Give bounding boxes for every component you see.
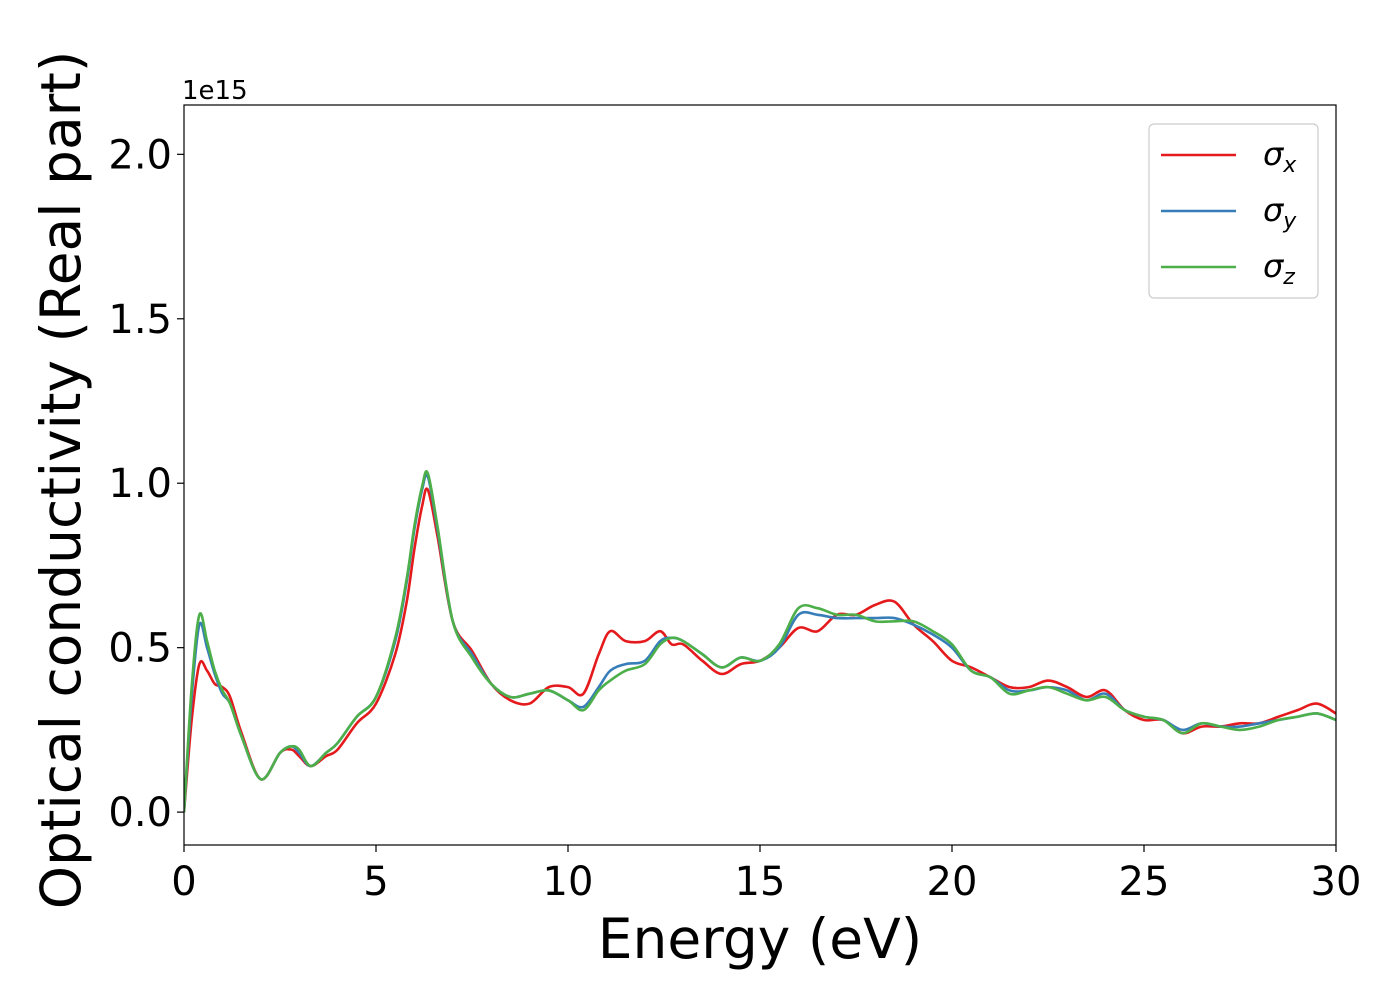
x-tick-label: 5 bbox=[363, 859, 388, 905]
tick-layer: 0 5 10 15 20 25 30 0.0 0.5 1.0 1.5 2.0 bbox=[108, 132, 1361, 905]
y-tick-label: 1.5 bbox=[108, 297, 172, 343]
x-tick-label: 15 bbox=[735, 859, 786, 905]
y-offset-label: 1e15 bbox=[182, 76, 248, 106]
x-axis-label: Energy (eV) bbox=[598, 907, 922, 971]
legend-label-sigma-y: σy bbox=[1263, 191, 1297, 234]
y-tick-label: 0.5 bbox=[108, 626, 172, 672]
plot-frame bbox=[183, 104, 1337, 846]
series-line-sigma-z bbox=[184, 470, 1336, 813]
y-tick-label: 1.0 bbox=[108, 461, 172, 507]
legend-entries: σx σy σz bbox=[1161, 135, 1297, 290]
y-axis-label: Optical conductivity (Real part) bbox=[29, 51, 93, 910]
series-layer bbox=[184, 470, 1336, 813]
legend-label-sigma-z: σz bbox=[1263, 247, 1295, 290]
y-tick-label: 0.0 bbox=[108, 790, 172, 836]
x-tick-label: 0 bbox=[171, 859, 196, 905]
y-tick-label: 2.0 bbox=[108, 132, 172, 178]
x-tick-label: 10 bbox=[543, 859, 594, 905]
x-tick-label: 20 bbox=[927, 859, 978, 905]
legend: σx σy σz bbox=[1148, 123, 1319, 299]
x-tick-label: 25 bbox=[1119, 859, 1170, 905]
x-tick-label: 30 bbox=[1311, 859, 1362, 905]
legend-label-sigma-x: σx bbox=[1263, 135, 1297, 178]
